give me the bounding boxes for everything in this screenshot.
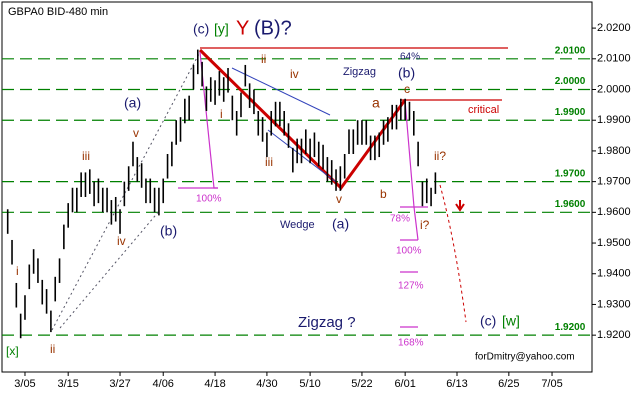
x-tick-label: 5/10 <box>299 378 320 390</box>
annotation: (a) <box>332 216 349 232</box>
annotation: c <box>404 82 410 96</box>
annotation: iii <box>82 149 90 163</box>
y-tick-label: 1.9600 <box>597 206 631 218</box>
annotation: critical <box>468 104 499 116</box>
x-tick-label: 6/01 <box>394 378 415 390</box>
annotation: ii? <box>434 149 446 163</box>
y-tick-label: 1.9300 <box>597 298 631 310</box>
annotation: iv <box>290 67 299 81</box>
annotation: [w] <box>502 313 520 329</box>
annotation: 78% <box>390 214 410 225</box>
annotation: 100% <box>196 194 222 205</box>
annotation: (c) <box>480 313 496 329</box>
x-tick-label: 6/13 <box>446 378 467 390</box>
y-tick-label: 1.9700 <box>597 176 631 188</box>
annotation: iv <box>117 234 126 248</box>
arrow <box>455 200 465 212</box>
annotation: ii <box>50 342 55 356</box>
annotation: v <box>336 192 342 206</box>
x-tick-label: 5/22 <box>351 378 372 390</box>
x-tick-label: 6/25 <box>498 378 519 390</box>
y-tick-label: 2.0100 <box>597 53 631 65</box>
level-label: 1.9900 <box>555 107 586 118</box>
annotation: (c) <box>193 21 209 37</box>
y-tick-label: 1.9200 <box>597 329 631 341</box>
annotation: forDmitry@yahoo.com <box>475 352 575 363</box>
x-tick-label: 4/30 <box>256 378 277 390</box>
annotation: Zigzag <box>343 66 376 78</box>
levels: 2.0100 2.0000 1.9900 1.9700 1.9600 1.9200 <box>2 45 592 336</box>
channel-line <box>231 67 331 116</box>
y-tick-label: 1.9500 <box>597 237 631 249</box>
x-tick-label: 4/18 <box>204 378 225 390</box>
annotation: [x] <box>6 344 19 358</box>
chart-title: GBPA0 BID-480 min <box>8 6 108 18</box>
plot-frame <box>1 1 593 373</box>
annotation: Zigzag ? <box>298 314 356 331</box>
projection-line <box>439 184 467 323</box>
x-tick-label: 3/15 <box>57 378 78 390</box>
annotation: ii <box>261 52 266 66</box>
annotation: Y <box>236 17 249 39</box>
annotation: (B)? <box>254 17 292 39</box>
annotation: 168% <box>398 338 424 349</box>
annotation: Wedge <box>280 219 315 231</box>
level-label: 1.9600 <box>555 199 586 210</box>
annotation: 100% <box>396 246 422 257</box>
x-tick-label: 3/05 <box>14 378 35 390</box>
annotation: [y] <box>214 21 229 37</box>
annotation: iii <box>265 155 273 169</box>
annotation: i <box>16 264 19 278</box>
level-label: 1.9700 <box>555 168 586 179</box>
y-tick-label: 2.0000 <box>597 83 631 95</box>
annotation: (b) <box>398 65 415 81</box>
annotation: (a) <box>124 95 141 111</box>
y-tick-label: 2.0200 <box>597 22 631 34</box>
axes: 2.0200 2.0100 2.0000 1.9900 1.9800 1.9700 1.96… <box>14 22 630 390</box>
annotation: i? <box>420 218 430 232</box>
annotation: v <box>133 126 139 140</box>
x-tick-label: 3/27 <box>109 378 130 390</box>
level-label: 2.0100 <box>555 45 586 56</box>
annotation: b <box>380 187 387 201</box>
annotation: (b) <box>160 223 177 239</box>
x-tick-label: 4/06 <box>153 378 174 390</box>
x-tick-label: 7/05 <box>541 378 562 390</box>
annotation: 64% <box>400 52 420 63</box>
annotation: i <box>220 107 223 121</box>
level-label: 1.9200 <box>555 322 586 333</box>
price-bars <box>6 49 437 339</box>
channel-line <box>59 209 161 329</box>
annotation: 127% <box>398 281 424 292</box>
annotation: a <box>372 95 380 111</box>
y-tick-label: 1.9400 <box>597 268 631 280</box>
y-tick-label: 1.9800 <box>597 145 631 157</box>
y-tick-label: 1.9900 <box>597 114 631 126</box>
level-label: 2.0000 <box>555 76 586 87</box>
